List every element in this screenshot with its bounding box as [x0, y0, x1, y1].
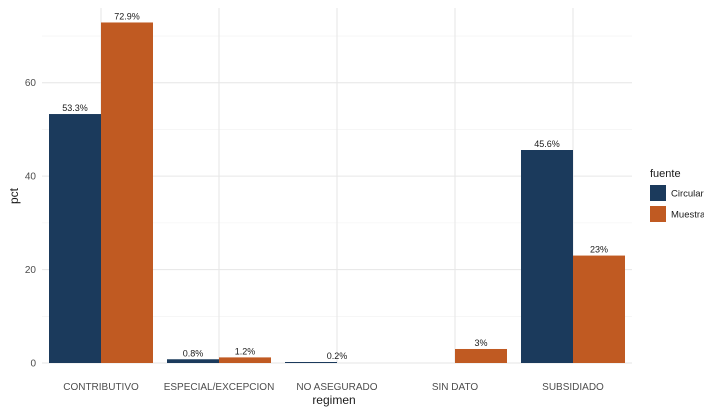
legend-swatch	[650, 185, 666, 201]
bar-data-label: 72.9%	[114, 11, 140, 21]
bar	[285, 362, 337, 363]
y-tick-label: 60	[25, 78, 37, 89]
bar-data-label: 1.2%	[235, 346, 256, 356]
bar-data-label: 45.6%	[534, 139, 560, 149]
bar	[573, 255, 625, 363]
bar	[101, 22, 153, 364]
bar-data-label: 0.8%	[183, 348, 204, 358]
bar-data-label: 53.3%	[62, 103, 88, 113]
legend-label: Muestra	[671, 210, 704, 221]
bar	[219, 357, 271, 363]
legend-label: Circular	[671, 189, 704, 200]
bar	[167, 359, 219, 363]
x-axis-ticks: CONTRIBUTIVO ESPECIAL/EXCEPCION NO ASEGURA…	[63, 382, 604, 393]
y-tick-label: 40	[25, 172, 37, 183]
x-tick-label: CONTRIBUTIVO	[63, 382, 139, 393]
x-tick-label: SUBSIDIADO	[542, 382, 604, 393]
y-axis-ticks: 0 20 40 60	[25, 78, 37, 369]
y-axis-title: pct	[7, 187, 21, 204]
x-tick-label: SIN DATO	[432, 382, 479, 393]
legend-title: fuente	[650, 168, 681, 180]
bar-data-label: 3%	[474, 338, 487, 348]
y-tick-label: 20	[25, 265, 37, 276]
legend: fuente Circular Muestra	[650, 168, 704, 222]
bars	[49, 22, 625, 364]
bar	[49, 114, 101, 363]
bar	[455, 348, 507, 363]
bar-data-label: 0.2%	[327, 351, 348, 361]
x-tick-label: NO ASEGURADO	[296, 382, 377, 393]
y-tick-label: 0	[30, 359, 36, 370]
data-labels: 53.3% 0.8% 45.6% 72.9% 1.2% 3% 23% 0.2%	[62, 11, 608, 361]
legend-swatch	[650, 206, 666, 222]
x-axis-title: regimen	[312, 393, 355, 407]
bar-data-label: 23%	[590, 245, 608, 255]
x-tick-label: ESPECIAL/EXCEPCION	[164, 382, 275, 393]
bar	[521, 150, 573, 363]
